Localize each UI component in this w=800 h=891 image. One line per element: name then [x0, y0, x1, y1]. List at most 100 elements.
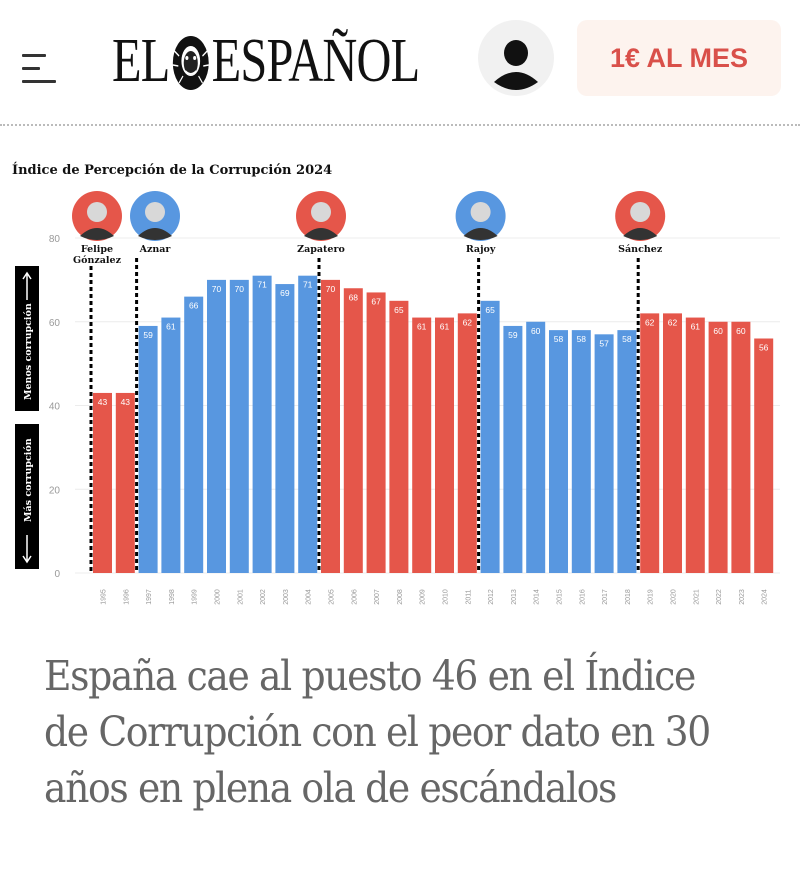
leader-shoulders-icon	[80, 228, 114, 240]
bar-2017	[594, 334, 614, 573]
chart-title: Índice de Percepción de la Corrupción 20…	[12, 163, 333, 178]
x-tick-label: 2003	[283, 589, 290, 605]
bar-2010	[435, 317, 454, 573]
bar-2022	[708, 321, 728, 573]
bar-2001	[229, 279, 249, 573]
x-tick-label: 2001	[237, 589, 244, 605]
bar-2021	[685, 317, 705, 573]
logo-text-right: ESPAÑOL	[211, 27, 421, 95]
bar-2011	[457, 313, 477, 573]
x-tick-label: 2022	[716, 589, 723, 605]
bar-value-label: 62	[668, 317, 678, 327]
bar-2000	[207, 279, 226, 573]
bar-value-label: 70	[326, 284, 336, 294]
bar-value-label: 60	[531, 326, 541, 336]
x-tick-label: 2017	[602, 589, 609, 605]
bar-value-label: 61	[166, 322, 176, 332]
y-tick-label: 80	[49, 234, 61, 245]
x-tick-label: 2010	[443, 589, 450, 605]
leader-face-icon	[470, 202, 491, 222]
bar-value-label: 43	[98, 397, 108, 407]
bar-value-label: 59	[508, 330, 518, 340]
bar-2004	[298, 275, 318, 573]
bar-value-label: 67	[371, 296, 381, 306]
x-tick-label: 1998	[169, 589, 176, 605]
bar-2014	[526, 321, 546, 573]
y-tick-label: 40	[49, 402, 61, 413]
subscribe-label: 1€ AL MES	[609, 42, 749, 73]
x-tick-label: 2015	[557, 589, 564, 605]
hamburger-menu-button[interactable]	[22, 48, 58, 88]
x-tick-label: 2013	[511, 589, 518, 605]
menu-line	[22, 80, 56, 83]
site-header: EL ESPAÑOL 1€ AL MES	[0, 0, 800, 120]
x-tick-label: 2008	[397, 589, 404, 605]
bar-1995	[93, 392, 112, 573]
logo-text-left: EL	[112, 27, 170, 95]
bar-value-label: 65	[485, 305, 495, 315]
bar-2024	[754, 338, 774, 573]
x-tick-label: 1999	[192, 589, 199, 605]
x-tick-label: 2009	[420, 589, 427, 605]
bar-2013	[503, 325, 523, 573]
bar-value-label: 43	[121, 397, 131, 407]
y-tick-label: 60	[49, 318, 61, 329]
user-account-button[interactable]	[478, 20, 554, 96]
user-icon	[494, 40, 538, 90]
bar-1997	[138, 325, 158, 573]
x-tick-label: 2007	[374, 589, 381, 605]
bar-1996	[115, 392, 135, 573]
bar-2009	[412, 317, 432, 573]
x-tick-label: 2021	[693, 589, 700, 605]
subscribe-button[interactable]: 1€ AL MES	[577, 20, 781, 96]
bar-2023	[731, 321, 751, 573]
bar-value-label: 62	[463, 317, 473, 327]
x-tick-label: 2023	[739, 589, 746, 605]
bar-2005	[321, 279, 340, 573]
bar-value-label: 58	[554, 334, 564, 344]
leader-shoulders-icon	[463, 228, 498, 240]
x-tick-label: 2012	[488, 589, 495, 605]
site-logo[interactable]: EL ESPAÑOL	[112, 26, 506, 96]
x-tick-label: 2019	[648, 589, 655, 605]
bar-2007	[366, 292, 386, 573]
leader-shoulders-icon	[304, 228, 338, 240]
x-tick-label: 2020	[671, 589, 678, 605]
corruption-index-chart: 0 20 40 60 80 Menos corrupción Más corrupción 4…	[15, 191, 780, 605]
y-tick-label: 0	[54, 569, 60, 580]
bar-value-label: 70	[212, 284, 222, 294]
bar-value-label: 61	[440, 322, 450, 332]
bar-2003	[275, 284, 295, 573]
bar-value-label: 70	[235, 284, 245, 294]
x-tick-label: 1995	[101, 589, 108, 605]
article-headline[interactable]: España cae al puesto 46 en el Índice de …	[44, 652, 711, 812]
bar-value-label: 71	[257, 280, 267, 290]
bar-value-label: 58	[622, 334, 632, 344]
x-tick-label: 2006	[351, 589, 358, 605]
bar-value-label: 62	[645, 317, 655, 327]
bar-2002	[252, 275, 272, 573]
x-tick-label: 1996	[123, 589, 130, 605]
x-tick-label: 1997	[146, 589, 153, 605]
bar-value-label: 68	[349, 292, 359, 302]
bar-value-label: 56	[759, 343, 769, 353]
arrow-down-icon	[22, 535, 32, 564]
bar-value-label: 61	[691, 322, 701, 332]
bar-value-label: 58	[577, 334, 587, 344]
bar-1998	[161, 317, 181, 573]
x-tick-label: 2011	[465, 589, 472, 604]
bar-value-label: 66	[189, 301, 199, 311]
x-tick-label: 2014	[534, 589, 541, 605]
menu-line	[22, 67, 40, 70]
lion-icon	[172, 36, 209, 90]
x-tick-label: 2002	[260, 589, 267, 605]
bar-2018	[617, 330, 637, 573]
bar-2015	[549, 330, 568, 573]
bar-value-label: 60	[736, 326, 746, 336]
header-divider	[0, 124, 800, 126]
x-tick-label: 2018	[625, 589, 632, 605]
bar-2016	[571, 330, 591, 573]
x-tick-label: 2016	[579, 589, 586, 605]
bar-2020	[663, 313, 682, 573]
leader-face-icon	[630, 202, 651, 222]
